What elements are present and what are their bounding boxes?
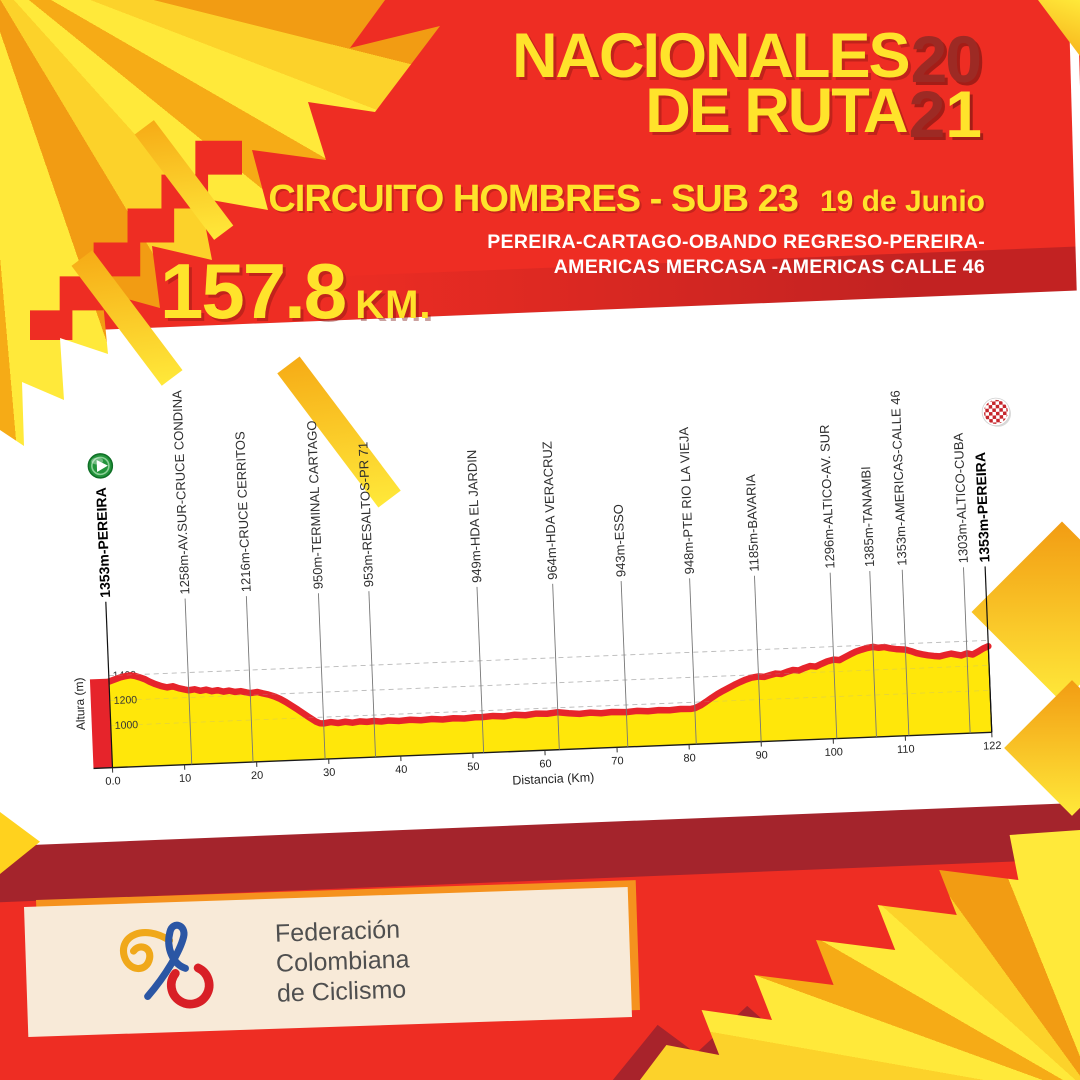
finish-checkered-icon <box>981 397 1011 427</box>
waypoint-label: 1258m-AV.SUR-CRUCE CONDINA <box>169 390 192 595</box>
waypoint-leader-line <box>963 567 971 734</box>
waypoint-label: 1296m-ALTICO-AV. SUR <box>817 424 838 569</box>
federation-name-line-2: Colombiana <box>275 945 410 978</box>
waypoint-label: 943m-ESSO <box>611 504 629 578</box>
x-tick-label: 100 <box>824 746 843 759</box>
waypoint-label: 1353m-AMERICAS-CALLE 46 <box>888 390 910 566</box>
waypoint-label: 948m-PTE RIO LA VIEJA <box>676 426 697 574</box>
waypoint-leader-line <box>984 566 993 733</box>
waypoint-leader-line <box>829 572 838 739</box>
route-description: PEREIRA-CARTAGO-OBANDO REGRESO-PEREIRA- … <box>487 230 985 280</box>
y-tick-label: 1000 <box>115 719 139 732</box>
race-date: 19 de Junio <box>819 185 985 218</box>
race-distance: 157.8 KM. <box>160 246 432 337</box>
waypoint-label: 1353m-PEREIRA <box>93 487 113 598</box>
x-tick-label: 80 <box>683 752 696 764</box>
waypoint-leader-line <box>368 591 376 758</box>
x-tick-label: 90 <box>755 749 768 761</box>
x-tick-label: 30 <box>323 767 336 779</box>
race-category: CIRCUITO HOMBRES - SUB 23 <box>268 178 799 220</box>
waypoint-label: 950m-TERMINAL CARTAGO <box>304 420 326 589</box>
event-title: NACIONALES20 DE RUTA21 <box>512 25 982 148</box>
waypoint-leader-line <box>754 575 762 742</box>
federation-name: Federación Colombiana de Ciclismo <box>275 914 411 1008</box>
waypoint-leader-line <box>620 581 629 747</box>
waypoint-label: 1185m-BAVARIA <box>743 474 762 572</box>
waypoint-leader-line <box>552 583 560 750</box>
waypoint-leader-line <box>245 596 254 763</box>
title-line-1: NACIONALES20 <box>512 25 982 93</box>
waypoint-leader-line <box>869 571 877 737</box>
profile-area <box>109 646 992 768</box>
waypoint-label: 1353m-PEREIRA <box>972 452 992 563</box>
federation-logo-icon <box>119 921 214 1009</box>
federation-name-line-3: de Ciclismo <box>276 975 407 1008</box>
x-tick-label: 60 <box>539 758 552 770</box>
federation-logo-card: Federación Colombiana de Ciclismo <box>24 887 632 1037</box>
x-tick-label: 110 <box>897 743 915 756</box>
distance-unit: KM. <box>355 283 432 327</box>
elevation-profile-chart: 1400 0.0 10 20 30 40 50 60 70 80 90 100 110 122 Distan… <box>0 289 1080 847</box>
federation-name-line-1: Federación <box>274 915 401 948</box>
x-tick-label: 0.0 <box>105 775 121 788</box>
title-year-1: 1 <box>945 77 982 151</box>
route-line-1: PEREIRA-CARTAGO-OBANDO REGRESO-PEREIRA- <box>487 231 985 253</box>
y-axis-title: Altura (m) <box>72 677 88 730</box>
x-tick-label: 40 <box>395 764 408 776</box>
title-year-20: 20 <box>910 22 982 96</box>
distance-value: 157.8 <box>160 247 347 335</box>
waypoint-leader-line <box>476 586 485 753</box>
waypoint-leader-line <box>105 601 114 768</box>
waypoint-leader-line <box>317 593 326 760</box>
x-axis-title: Distancia (Km) <box>512 770 594 787</box>
x-tick-label: 20 <box>251 770 264 782</box>
race-subheader: CIRCUITO HOMBRES - SUB 23 19 de Junio <box>268 178 985 221</box>
waypoint-label: 1385m-TANAMBI <box>858 466 877 567</box>
title-line-2: DE RUTA21 <box>512 80 982 148</box>
waypoint-label: 953m-RESALTOS-PR 71 <box>355 442 376 588</box>
title-text-2: DE RUTA <box>645 76 908 146</box>
x-tick-label: 50 <box>467 761 480 773</box>
route-line-2: AMERICAS MERCASA -AMERICAS CALLE 46 <box>553 256 985 278</box>
x-tick-label: 10 <box>179 772 192 784</box>
title-year-2: 2 <box>908 77 946 151</box>
waypoint-label: 1216m-CRUCE CERRITOS <box>232 431 253 593</box>
title-text-1: NACIONALES <box>512 21 911 91</box>
waypoint-leader-line <box>689 578 697 745</box>
waypoint-leader-line <box>184 598 193 765</box>
waypoint-label: 949m-HDA EL JARDIN <box>464 449 484 583</box>
start-icon <box>87 453 114 479</box>
y-tick-label: 1200 <box>114 694 138 707</box>
waypoint-label: 1303m-ALTICO-CUBA <box>951 432 971 563</box>
x-tick-label: 122 <box>983 740 1002 753</box>
x-tick-label: 70 <box>611 755 624 767</box>
waypoint-leader-line <box>901 569 910 736</box>
waypoint-label: 964m-HDA VERACRUZ <box>539 441 560 580</box>
